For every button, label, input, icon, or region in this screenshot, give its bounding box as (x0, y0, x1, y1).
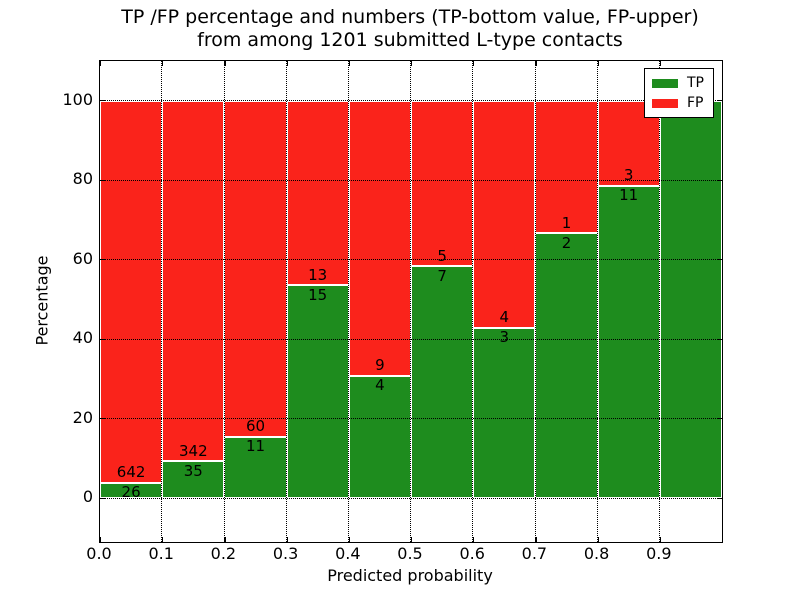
segment-tp (535, 233, 598, 499)
legend-row-tp: TP (652, 73, 704, 93)
stacked-bar-0.4-0.5 (348, 100, 411, 499)
x-axis-label: Predicted probability (327, 566, 493, 585)
fp-count-label: 342 (178, 441, 208, 460)
chart-title: TP /FP percentage and numbers (TP-bottom… (99, 6, 721, 52)
bars-layer (100, 61, 722, 542)
fp-count-label: 5 (437, 246, 447, 265)
chart-title-line2: from among 1201 submitted L-type contact… (197, 29, 623, 51)
stacked-bar-0.9-1.0 (659, 100, 722, 499)
stacked-bar-0.7-0.8 (535, 100, 598, 499)
bar-value-labels-layer: 642263423560111315945743123118 (100, 61, 722, 542)
segment-fp (348, 100, 411, 376)
y-axis-label: Percentage (32, 254, 52, 346)
y-tick-label-0: 0 (82, 487, 93, 507)
segment-tp (597, 185, 660, 499)
y-tick-label-100: 100 (62, 89, 93, 109)
segment-tp (473, 327, 536, 499)
fp-count-label: 4 (499, 308, 510, 327)
y-tick-label-60: 60 (72, 248, 93, 268)
x-tick-label-0.7: 0.7 (521, 544, 548, 563)
legend-label-tp: TP (687, 75, 704, 91)
legend-swatch-tp (652, 78, 678, 88)
stacked-bar-0.2-0.3 (224, 100, 287, 499)
stacked-bar-0.3-0.4 (286, 100, 349, 499)
legend-row-fp: FP (652, 93, 704, 113)
tp-count-label: 4 (375, 376, 385, 395)
segment-fp (286, 100, 349, 286)
x-tick-label-0.1: 0.1 (148, 544, 174, 563)
fp-count-label: 3 (623, 166, 634, 185)
fp-count-label: 13 (308, 265, 328, 284)
y-tick-label-40: 40 (72, 328, 93, 348)
segment-fp (535, 100, 598, 234)
stacked-bar-0.6-0.7 (473, 100, 536, 499)
x-tick-label-0.8: 0.8 (583, 544, 610, 563)
legend-swatch-fp (652, 98, 678, 108)
tp-count-label: 7 (437, 266, 447, 285)
tp-count-label: 35 (183, 461, 203, 480)
chart-title-line1: TP /FP percentage and numbers (TP-bottom… (121, 6, 699, 28)
segment-tp (348, 375, 411, 499)
tp-count-label: 2 (561, 233, 572, 252)
tp-count-label: 3 (499, 328, 510, 347)
x-tick-label-0.9: 0.9 (646, 544, 672, 563)
legend: TP FP (644, 68, 714, 118)
x-tick-label-0.6: 0.6 (459, 544, 485, 563)
tp-count-label: 11 (619, 186, 639, 205)
x-tick-label-0.2: 0.2 (210, 544, 237, 563)
stacked-bar-0.0-0.1 (100, 100, 163, 499)
x-tick-label-0.0: 0.0 (86, 544, 112, 563)
fp-count-label: 60 (245, 417, 266, 436)
legend-label-fp: FP (687, 95, 704, 111)
x-tick-label-0.4: 0.4 (335, 544, 361, 563)
tp-count-label: 11 (245, 437, 266, 456)
segment-fp (473, 100, 536, 328)
segment-tp (659, 100, 722, 499)
stacked-bar-0.1-0.2 (162, 100, 225, 499)
y-tick-label-20: 20 (72, 407, 93, 427)
segment-fp (162, 100, 225, 462)
fp-count-label: 642 (116, 463, 146, 482)
x-tick-label-0.5: 0.5 (397, 544, 423, 563)
x-tick-label-0.3: 0.3 (272, 544, 299, 563)
segment-tp (162, 461, 225, 499)
stacked-bar-0.5-0.6 (411, 100, 474, 499)
tp-count-label: 15 (308, 285, 328, 304)
segment-fp (100, 100, 163, 483)
fp-count-label: 9 (375, 356, 385, 375)
segment-fp (224, 100, 287, 437)
y-axis-label-box: Percentage (31, 160, 53, 440)
tp-count-label: 26 (121, 483, 141, 502)
y-tick-label-80: 80 (72, 169, 93, 189)
segment-tp (411, 266, 474, 499)
segment-fp (411, 100, 474, 267)
fp-count-label: 1 (561, 213, 572, 232)
